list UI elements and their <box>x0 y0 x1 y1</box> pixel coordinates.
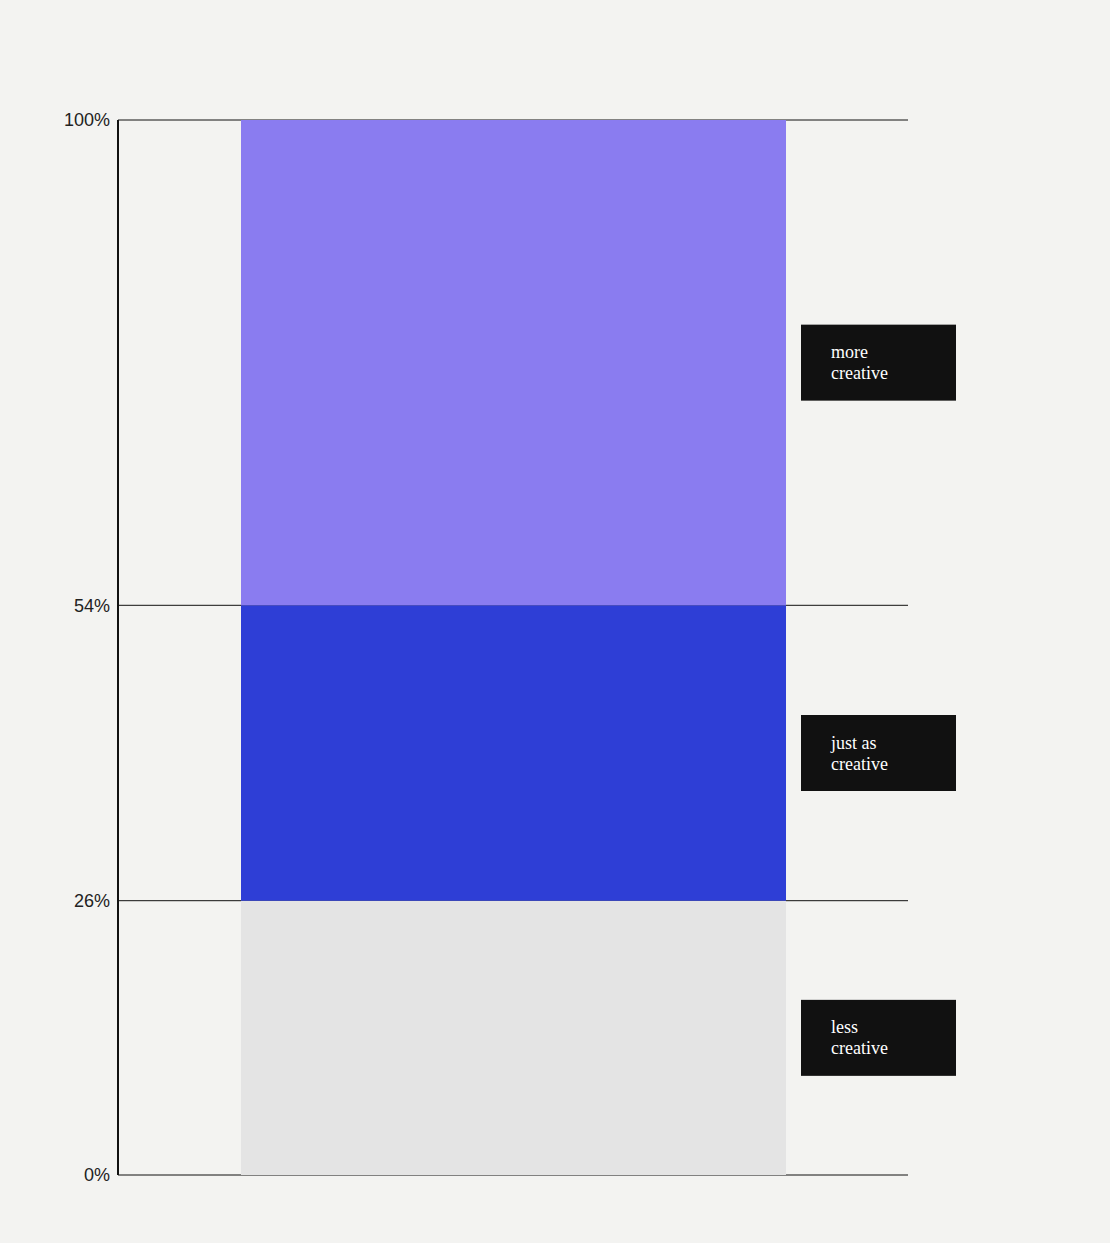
svg-text:0%: 0% <box>84 1165 110 1185</box>
svg-text:54%: 54% <box>74 596 110 616</box>
svg-text:creative: creative <box>831 754 888 774</box>
svg-text:less: less <box>831 1017 858 1037</box>
svg-text:creative: creative <box>831 363 888 383</box>
svg-text:just as: just as <box>830 733 877 753</box>
svg-text:100%: 100% <box>64 110 110 130</box>
svg-text:more: more <box>831 342 868 362</box>
svg-text:creative: creative <box>831 1038 888 1058</box>
svg-text:26%: 26% <box>74 891 110 911</box>
